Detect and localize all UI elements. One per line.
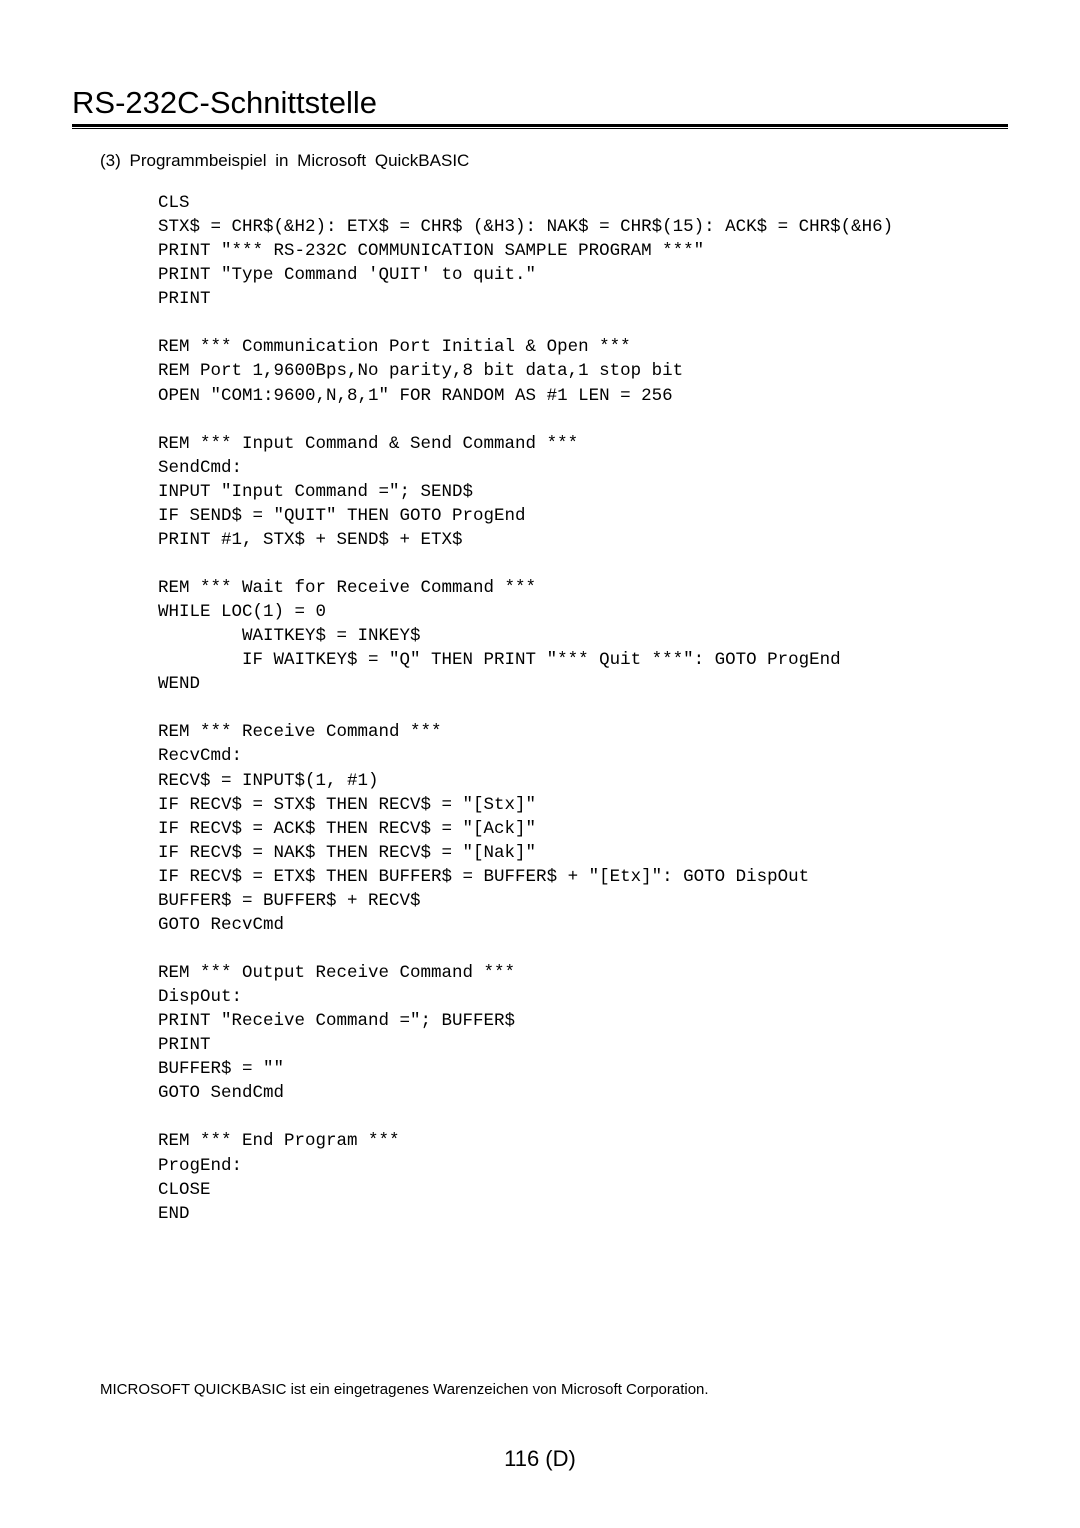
trademark-footnote: MICROSOFT QUICKBASIC ist ein eingetragen… xyxy=(100,1381,709,1398)
page-number: 116 (D) xyxy=(0,1446,1080,1472)
title-rule-thick xyxy=(72,124,1008,127)
section-subtitle: (3) Programmbeispiel in Microsoft QuickB… xyxy=(100,151,1008,171)
title-rule-thin xyxy=(72,128,1008,129)
page-title: RS-232C-Schnittstelle xyxy=(72,85,1008,121)
code-listing: CLS STX$ = CHR$(&H2): ETX$ = CHR$ (&H3):… xyxy=(158,191,1008,1226)
document-page: RS-232C-Schnittstelle (3) Programmbeispi… xyxy=(0,0,1080,1528)
